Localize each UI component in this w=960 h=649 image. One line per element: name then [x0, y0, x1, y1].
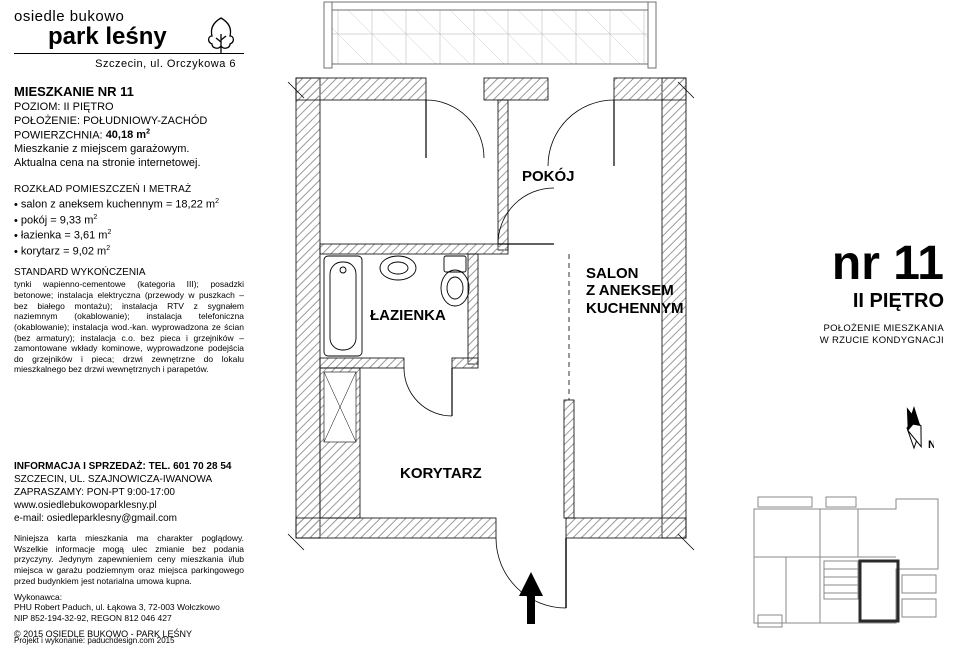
entrance-arrow-icon — [519, 572, 543, 624]
floor-plan: POKÓJ ŁAZIENKA SALON Z ANEKSEM KUCHENNYM… — [270, 0, 740, 640]
label-pokoj: POKÓJ — [522, 168, 575, 185]
contact-block: INFORMACJA I SPRZEDAŻ: TEL. 601 70 28 54… — [14, 460, 244, 639]
apartment-garage: Mieszkanie z miejscem garażowym. — [14, 143, 244, 157]
balcony — [324, 2, 656, 68]
room-item: łazienka = 3,61 m2 — [14, 228, 244, 244]
tree-icon — [204, 16, 238, 54]
brand-block: osiedle bukowo park leśny — [14, 8, 244, 54]
standard-body: tynki wapienno-cementowe (kategoria III)… — [14, 279, 244, 375]
building-mini-plan — [746, 491, 946, 631]
contact-hours: ZAPRASZAMY: PON-PT 9:00-17:00 — [14, 486, 244, 499]
apartment-price: Aktualna cena na stronie internetowej. — [14, 157, 244, 171]
maker-block: Wykonawca: PHU Robert Paduch, ul. Łąkowa… — [14, 592, 244, 623]
standard-title: STANDARD WYKOŃCZENIA — [14, 267, 244, 278]
partition-wall — [498, 100, 508, 250]
apartment-level: POZIOM: II PIĘTRO — [14, 101, 244, 115]
page-footer: Projekt i wykonanie: paduchdesign.com 20… — [14, 636, 175, 645]
contact-www: www.osiedlebukowoparklesny.pl — [14, 499, 244, 512]
contact-email: e-mail: osiedleparklesny@gmail.com — [14, 512, 244, 525]
lazienka-bottom-wall-l — [320, 358, 404, 368]
apartment-number-big: nr 11 — [774, 240, 944, 288]
svg-text:N: N — [928, 439, 934, 451]
apartment-title: MIESZKANIE NR 11 — [14, 84, 244, 99]
compass-icon: N — [894, 402, 934, 452]
lazienka-bottom-wall-r — [452, 358, 478, 368]
lazienka-right-wall — [468, 254, 478, 364]
brand-address: Szczecin, ul. Orczykowa 6 — [14, 58, 244, 70]
apartment-orientation: POŁOŻENIE: POŁUDNIOWY-ZACHÓD — [14, 115, 244, 129]
room-item: korytarz = 9,02 m2 — [14, 244, 244, 260]
contact-title: INFORMACJA I SPRZEDAŻ: TEL. 601 70 28 54 — [14, 460, 244, 473]
room-item: pokój = 9,33 m2 — [14, 213, 244, 229]
apartment-area: POWIERZCHNIA: 40,18 m2 — [14, 129, 244, 143]
disclaimer: Niniejsza karta mieszkania ma charakter … — [14, 533, 244, 586]
bathroom-fixtures — [324, 256, 469, 356]
rooms-section-title: ROZKŁAD POMIESZCZEŃ I METRAŻ — [14, 184, 244, 195]
apartment-subtitle: POŁOŻENIE MIESZKANIA W RZUCIE KONDYGNACJ… — [774, 323, 944, 347]
corridor-stub — [564, 400, 574, 518]
label-salon: SALON Z ANEKSEM KUCHENNYM — [586, 265, 684, 317]
inner-wall-h1 — [320, 244, 508, 254]
apartment-floor-big: II PIĘTRO — [774, 290, 944, 313]
contact-address: SZCZECIN, UL. SZAJNOWICZA-IWANOWA — [14, 473, 244, 486]
highlighted-unit — [860, 561, 898, 621]
label-lazienka: ŁAZIENKA — [370, 307, 446, 324]
right-panel: nr 11 II PIĘTRO POŁOŻENIE MIESZKANIA W R… — [774, 240, 944, 347]
rooms-list: salon z aneksem kuchennym = 18,22 m2 pok… — [14, 197, 244, 259]
room-item: salon z aneksem kuchennym = 18,22 m2 — [14, 197, 244, 213]
label-korytarz: KORYTARZ — [400, 465, 482, 482]
apartment-header: MIESZKANIE NR 11 POZIOM: II PIĘTRO POŁOŻ… — [14, 84, 244, 170]
